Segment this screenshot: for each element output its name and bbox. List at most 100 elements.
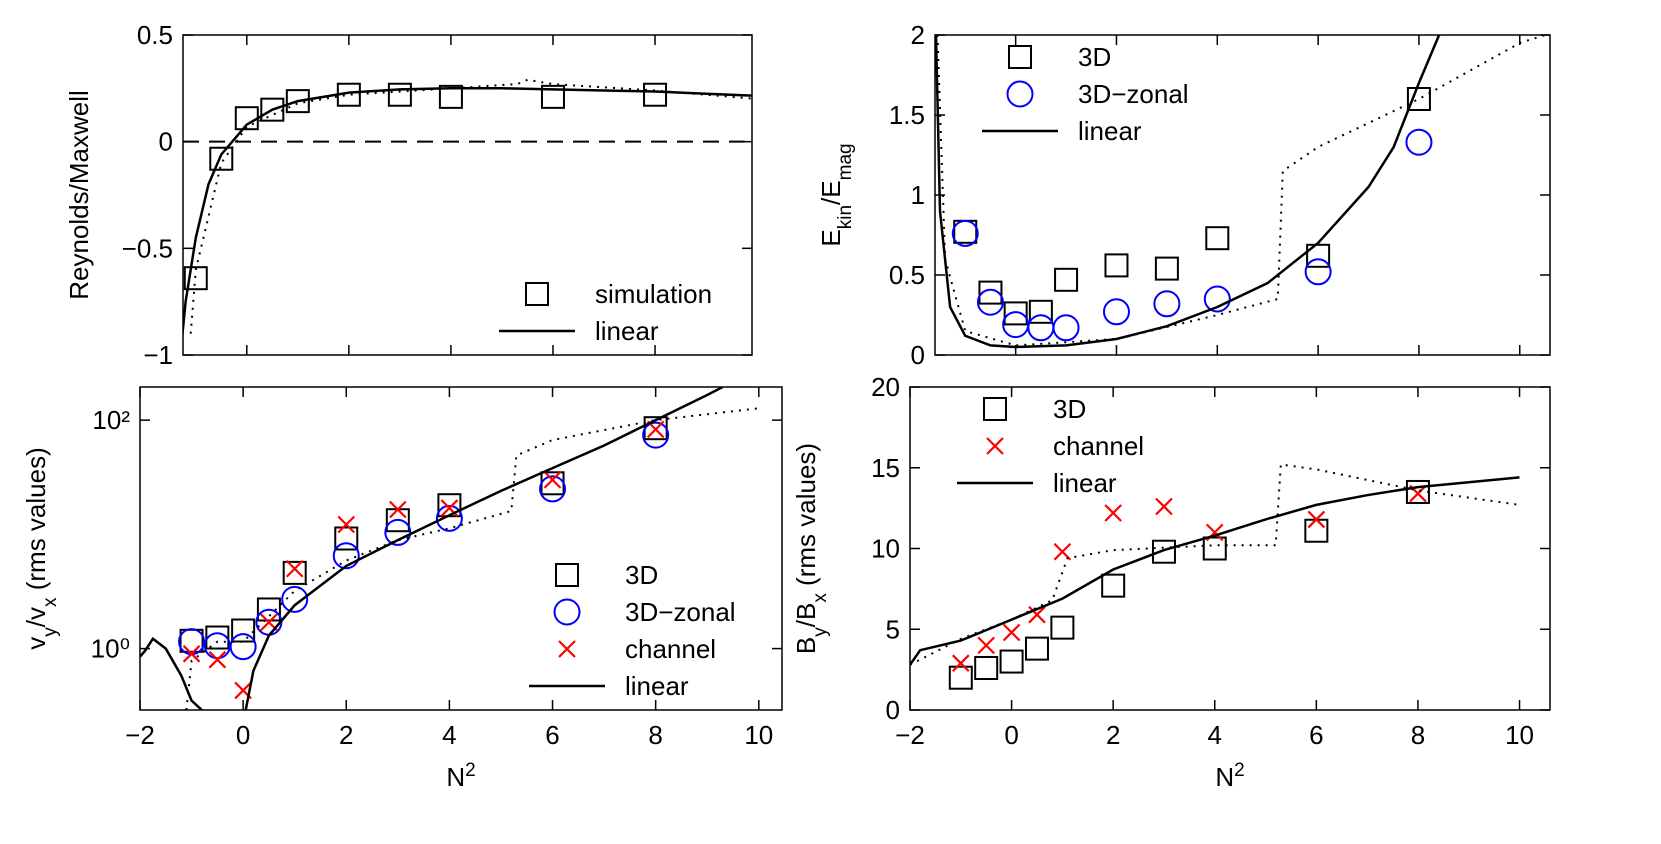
circle-marker bbox=[1052, 314, 1080, 342]
axes-box bbox=[182, 34, 753, 356]
legend-label: 3D bbox=[625, 560, 658, 590]
label-part: kin bbox=[835, 205, 856, 229]
legend-label: 3D−zonal bbox=[625, 597, 736, 627]
legend-label: linear bbox=[1078, 116, 1142, 146]
x-tick-label: 0 bbox=[1004, 720, 1018, 750]
x-tick-label: 8 bbox=[1411, 720, 1425, 750]
square-marker bbox=[205, 625, 230, 650]
square-marker bbox=[260, 97, 285, 122]
label-part: 2 bbox=[1234, 760, 1245, 781]
circle-marker bbox=[229, 633, 257, 661]
circle-marker bbox=[642, 421, 670, 449]
x-tick-label: 4 bbox=[1208, 720, 1222, 750]
y-axis-label: By/Bx (rms values) bbox=[791, 443, 831, 654]
y-tick-label: 20 bbox=[871, 372, 900, 402]
x-tick-label: 6 bbox=[545, 720, 559, 750]
x-tick-label: 4 bbox=[442, 720, 456, 750]
circle-marker bbox=[384, 518, 412, 546]
label-part: y bbox=[810, 627, 831, 637]
y-tick-label: 0 bbox=[886, 695, 900, 725]
x-marker bbox=[1155, 497, 1173, 516]
square-marker bbox=[387, 82, 412, 107]
x-marker bbox=[952, 654, 970, 672]
square-marker bbox=[1406, 87, 1431, 111]
square-marker bbox=[948, 665, 973, 690]
legend-label: linear bbox=[595, 316, 659, 346]
y-tick-label: 0.5 bbox=[889, 260, 925, 290]
circle-marker bbox=[1203, 285, 1231, 313]
square-marker bbox=[282, 560, 307, 585]
label-part: x bbox=[40, 597, 61, 607]
square-marker bbox=[999, 649, 1024, 674]
y-tick-label: 10⁰ bbox=[91, 634, 130, 664]
legend-label: 3D bbox=[1053, 394, 1086, 424]
circle-marker bbox=[951, 219, 979, 247]
label-part: B bbox=[791, 637, 821, 654]
square-marker bbox=[974, 656, 999, 681]
x-marker bbox=[1307, 510, 1326, 529]
square-marker bbox=[983, 397, 1007, 421]
panel: 0 0.5 1 1.5 2 3D 3D−zonal linear Ekin/Emag bbox=[816, 20, 1551, 370]
label-part: N bbox=[1215, 762, 1234, 792]
circle-marker bbox=[203, 632, 231, 660]
label-part: y bbox=[40, 627, 61, 637]
circle-marker bbox=[1153, 290, 1181, 318]
square-marker bbox=[1405, 479, 1430, 504]
square-marker bbox=[1050, 615, 1075, 640]
x-marker bbox=[1104, 504, 1122, 522]
square-marker bbox=[183, 266, 208, 291]
square-marker bbox=[643, 82, 668, 107]
panel: −1 −0.5 0 0.5 simulation linear Reynolds/Maxwe… bbox=[64, 20, 753, 370]
square-marker bbox=[1202, 536, 1227, 561]
x-marker bbox=[337, 515, 356, 534]
y-tick-label: 5 bbox=[886, 614, 900, 644]
x-marker bbox=[1028, 605, 1046, 624]
square-marker bbox=[1304, 518, 1329, 543]
x-tick-label: −2 bbox=[895, 720, 925, 750]
circle-marker bbox=[435, 504, 463, 532]
dotted-curve bbox=[189, 78, 752, 334]
square-marker bbox=[334, 526, 359, 551]
legend-label: simulation bbox=[595, 279, 712, 309]
x-marker bbox=[543, 471, 562, 489]
legend-label: 3D bbox=[1078, 42, 1111, 72]
x-marker bbox=[558, 640, 576, 658]
y-tick-label: 1 bbox=[911, 180, 925, 210]
legend-label: channel bbox=[625, 634, 716, 664]
y-tick-label: 2 bbox=[911, 20, 925, 50]
label-part: v bbox=[21, 637, 51, 650]
y-tick-label: 10 bbox=[871, 534, 900, 564]
y-axis-label: vy/vx (rms values) bbox=[21, 447, 61, 649]
square-marker bbox=[1104, 253, 1129, 278]
x-tick-label: 10 bbox=[744, 720, 773, 750]
x-axis-label: N2 bbox=[446, 760, 475, 793]
legend-label: 3D−zonal bbox=[1078, 79, 1189, 109]
square-marker bbox=[1101, 573, 1126, 598]
y-tick-label: −0.5 bbox=[122, 233, 173, 263]
square-marker bbox=[978, 280, 1003, 305]
circle-marker bbox=[1027, 314, 1055, 342]
x-marker bbox=[977, 636, 995, 655]
circle-marker bbox=[553, 598, 581, 626]
x-tick-label: 2 bbox=[339, 720, 353, 750]
circle-marker bbox=[539, 475, 567, 503]
square-marker bbox=[1306, 243, 1331, 268]
y-axis-label: Reynolds/Maxwell bbox=[64, 90, 94, 300]
axes-box bbox=[139, 386, 783, 711]
y-tick-label: 0.5 bbox=[137, 20, 173, 50]
label-part: /E bbox=[816, 180, 846, 205]
square-marker bbox=[1205, 226, 1230, 251]
dotted-curve bbox=[936, 35, 1546, 347]
linear-curve bbox=[183, 87, 752, 342]
square-marker bbox=[1154, 256, 1179, 281]
circle-marker bbox=[1102, 298, 1130, 326]
legend-label: linear bbox=[1053, 468, 1117, 498]
label-part: (rms values) bbox=[21, 447, 51, 597]
circle-marker bbox=[1304, 258, 1332, 286]
x-marker bbox=[1002, 623, 1021, 642]
x-axis-label: N2 bbox=[1215, 760, 1244, 793]
circle-marker bbox=[1006, 80, 1034, 108]
